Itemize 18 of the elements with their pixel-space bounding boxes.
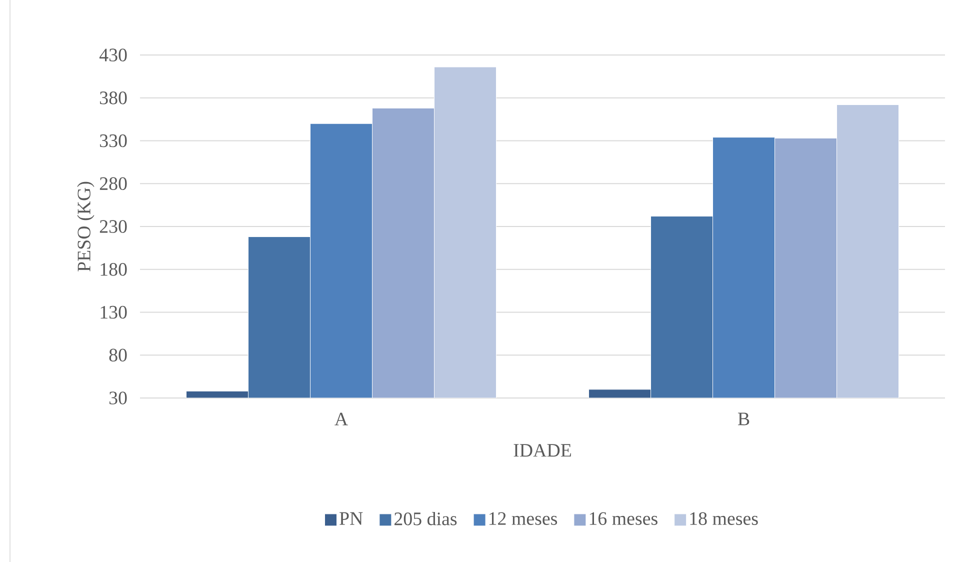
y-tick-label: 130 <box>100 306 127 319</box>
x-tick-label: B <box>738 412 750 426</box>
legend-label: 18 meses <box>690 512 758 525</box>
y-tick-label: 430 <box>99 48 127 62</box>
y-tick-label: 380 <box>100 91 127 104</box>
y-tick-label: 80 <box>109 348 127 362</box>
y-tick-label: 330 <box>100 134 127 148</box>
y-tick-label: 230 <box>100 220 127 233</box>
y-tick-label: 280 <box>100 177 127 190</box>
x-axis-title: IDADE <box>514 444 571 457</box>
legend-label: PN <box>340 512 363 525</box>
legend-label: 12 meses <box>489 512 558 525</box>
legend-label: 16 meses <box>590 512 658 525</box>
legend-label: 205 dias <box>394 512 457 526</box>
y-axis-title: PESO (KG) <box>77 182 94 272</box>
y-tick-label: 30 <box>109 392 127 404</box>
y-tick-label: 180 <box>100 262 127 276</box>
x-tick-label: A <box>334 412 348 426</box>
